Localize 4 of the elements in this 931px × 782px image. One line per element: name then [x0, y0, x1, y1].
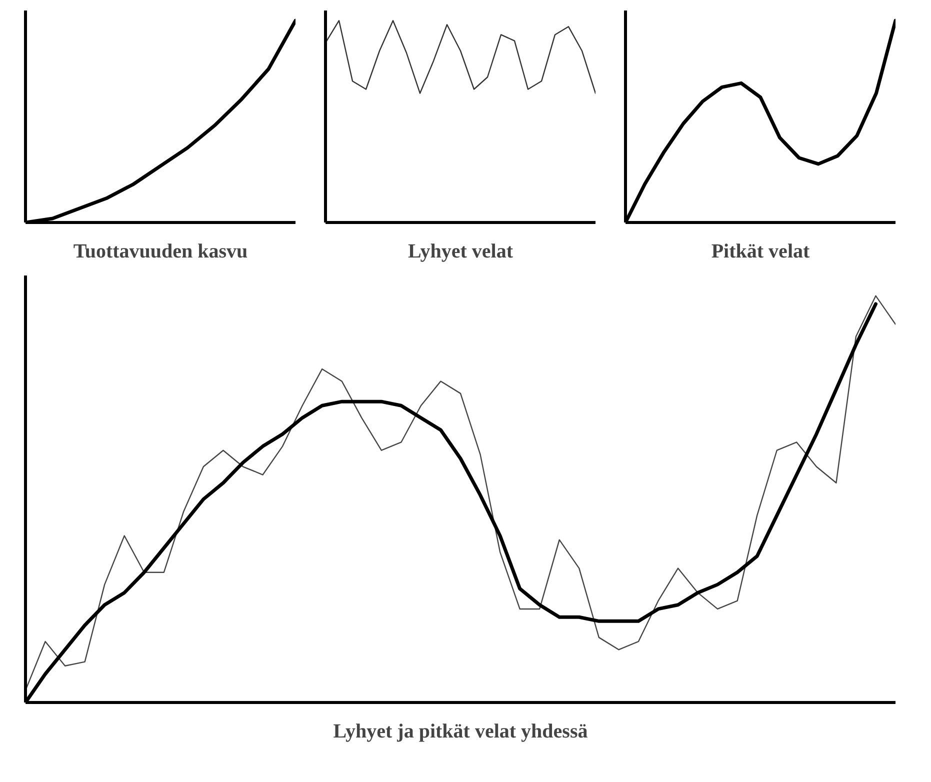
- x-axis-title: Lyhyet velat: [408, 240, 514, 262]
- x-axis-title: Tuottavuuden kasvu: [73, 240, 248, 262]
- x-axis-title: Lyhyet ja pitkät velat yhdessä: [333, 720, 588, 742]
- x-axis-title: Pitkät velat: [711, 240, 810, 262]
